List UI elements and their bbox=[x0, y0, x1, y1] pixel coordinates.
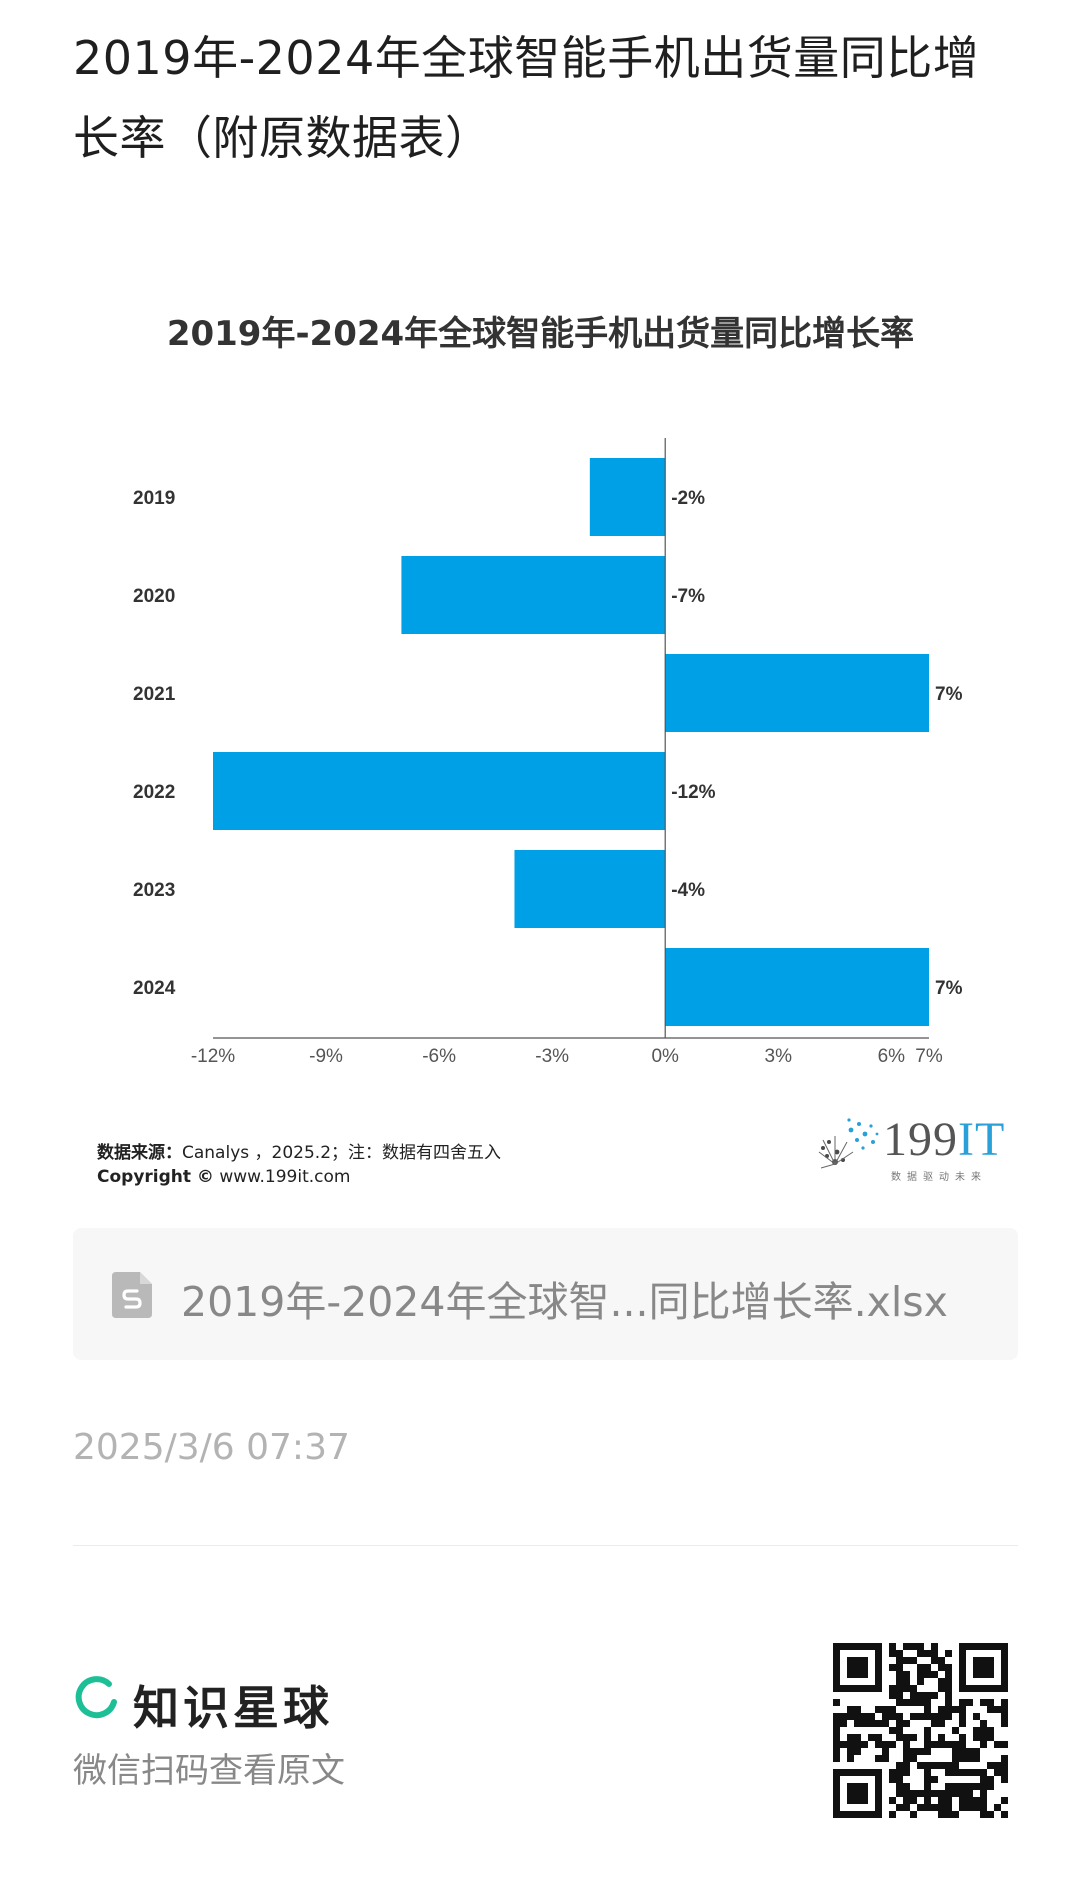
category-label-2020: 2020 bbox=[133, 586, 175, 607]
x-tick-label: -3% bbox=[535, 1046, 569, 1067]
source-text: Canalys ，2025.2；注：数据有四舍五入 bbox=[182, 1143, 502, 1163]
spreadsheet-file-icon bbox=[112, 1272, 152, 1318]
x-tick-label: 6% bbox=[878, 1046, 906, 1067]
page-title: 2019年-2024年全球智能手机出货量同比增长率（附原数据表） bbox=[73, 31, 980, 165]
source-label: 数据来源： bbox=[97, 1143, 182, 1163]
category-label-2019: 2019 bbox=[133, 488, 175, 509]
bar-2023 bbox=[514, 850, 666, 928]
attachment-file[interactable]: 2019年-2024年全球智...同比增长率.xlsx bbox=[73, 1228, 1018, 1360]
category-label-2022: 2022 bbox=[133, 782, 175, 803]
copyright-text: www.199it.com bbox=[213, 1167, 351, 1187]
bar-2022 bbox=[213, 752, 666, 830]
scan-hint: 微信扫码查看原文 bbox=[73, 1751, 345, 1791]
chart-title: 2019年-2024年全球智能手机出货量同比增长率 bbox=[166, 314, 915, 354]
x-tick-label: 3% bbox=[765, 1046, 793, 1067]
value-label-2022: -12% bbox=[671, 782, 715, 803]
zsxq-ring-icon bbox=[75, 1676, 117, 1719]
chart-image[interactable]: 2019年-2024年全球智能手机出货量同比增长率 2019 -2% 2020 -7%… bbox=[73, 268, 1008, 1198]
x-tick-label: -6% bbox=[422, 1046, 456, 1067]
copyright-label: Copyright © bbox=[97, 1167, 214, 1187]
post-timestamp: 2025/3/6 07:37 bbox=[73, 1427, 350, 1468]
chart-copyright: Copyright © www.199it.com bbox=[97, 1167, 350, 1187]
brand-slogan: 数据驱动未来 bbox=[891, 1172, 987, 1183]
bar-2024 bbox=[665, 948, 929, 1026]
category-label-2023: 2023 bbox=[133, 880, 175, 901]
bar-2021 bbox=[665, 654, 929, 732]
brand-wordmark: 199IT bbox=[883, 1113, 1006, 1166]
value-label-2023: -4% bbox=[671, 880, 705, 901]
attachment-file-name: 2019年-2024年全球智...同比增长率.xlsx bbox=[181, 1278, 948, 1326]
value-label-2020: -7% bbox=[671, 586, 705, 607]
x-tick-label: -9% bbox=[309, 1046, 343, 1067]
category-label-2021: 2021 bbox=[133, 684, 176, 705]
bar-2019 bbox=[589, 458, 666, 536]
dandelion-logo-icon bbox=[818, 1118, 879, 1169]
qr-finder-pattern bbox=[833, 1643, 882, 1692]
category-label-2024: 2024 bbox=[133, 978, 176, 999]
x-tick-label: 0% bbox=[651, 1046, 679, 1067]
bar-chart: 2019 -2% 2020 -7% 2021 7% 2022 -12% 2023 -4% 2024 7… bbox=[133, 438, 963, 1067]
qr-finder-pattern bbox=[833, 1769, 882, 1818]
x-tick-label: 7% bbox=[915, 1046, 943, 1067]
qr-code[interactable] bbox=[833, 1643, 1008, 1818]
value-label-2019: -2% bbox=[671, 488, 705, 509]
bar-2020 bbox=[401, 556, 666, 634]
chart-source: 数据来源：Canalys ，2025.2；注：数据有四舍五入 bbox=[97, 1138, 501, 1163]
qr-finder-pattern bbox=[959, 1643, 1008, 1692]
zsxq-brand-name: 知识星球 bbox=[133, 1681, 333, 1735]
value-label-2021: 7% bbox=[935, 684, 963, 705]
199it-logo: 199IT 数据驱动未来 bbox=[813, 1108, 1006, 1188]
divider bbox=[73, 1545, 1018, 1546]
value-label-2024: 7% bbox=[935, 978, 963, 999]
x-tick-label: -12% bbox=[191, 1046, 235, 1067]
